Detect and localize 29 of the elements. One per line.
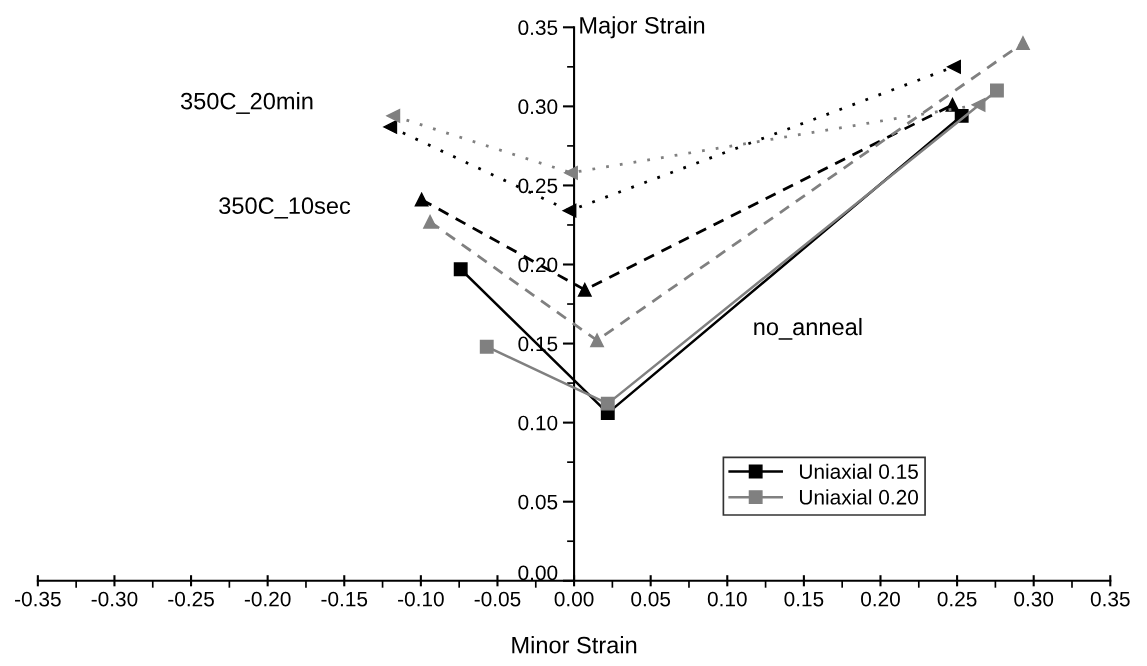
annotation: no_anneal [754,317,862,340]
x-tick-label: -0.10 [398,591,444,607]
y-tick-label: 0.20 [518,257,558,273]
x-tick-label: -0.25 [168,591,214,607]
y-tick-label: 0.25 [518,178,558,194]
y-axis-title: Major Strain [580,16,705,39]
legend-label: Uniaxial 0.15 [799,463,918,479]
x-tick-label: 0.00 [554,591,594,607]
annotation: 350C_10sec [219,197,351,219]
y-tick-label: 0.30 [518,99,558,115]
y-tick-label: 0.00 [518,565,558,581]
x-tick-label: -0.20 [244,591,291,607]
x-tick-label: -0.30 [91,591,138,607]
x-tick-label: 0.25 [937,591,977,607]
x-axis-title: Minor Strain [512,636,637,654]
x-tick-label: -0.05 [474,591,521,607]
x-tick-label: 0.20 [861,591,900,607]
x-tick-label: 0.05 [631,591,671,607]
x-tick-label: -0.15 [321,591,368,607]
x-tick-label: 0.35 [1090,591,1130,607]
y-tick-label: 0.05 [518,494,558,510]
x-tick-label: 0.30 [1014,591,1054,607]
y-tick-label: 0.10 [518,415,558,431]
x-tick-label: 0.15 [784,591,824,607]
x-tick-label: -0.35 [15,591,61,607]
x-tick-label: 0.10 [707,591,747,607]
annotation: 350C_20min [180,92,313,114]
legend-label: Uniaxial 0.20 [799,489,919,505]
y-tick-label: 0.35 [518,20,558,36]
